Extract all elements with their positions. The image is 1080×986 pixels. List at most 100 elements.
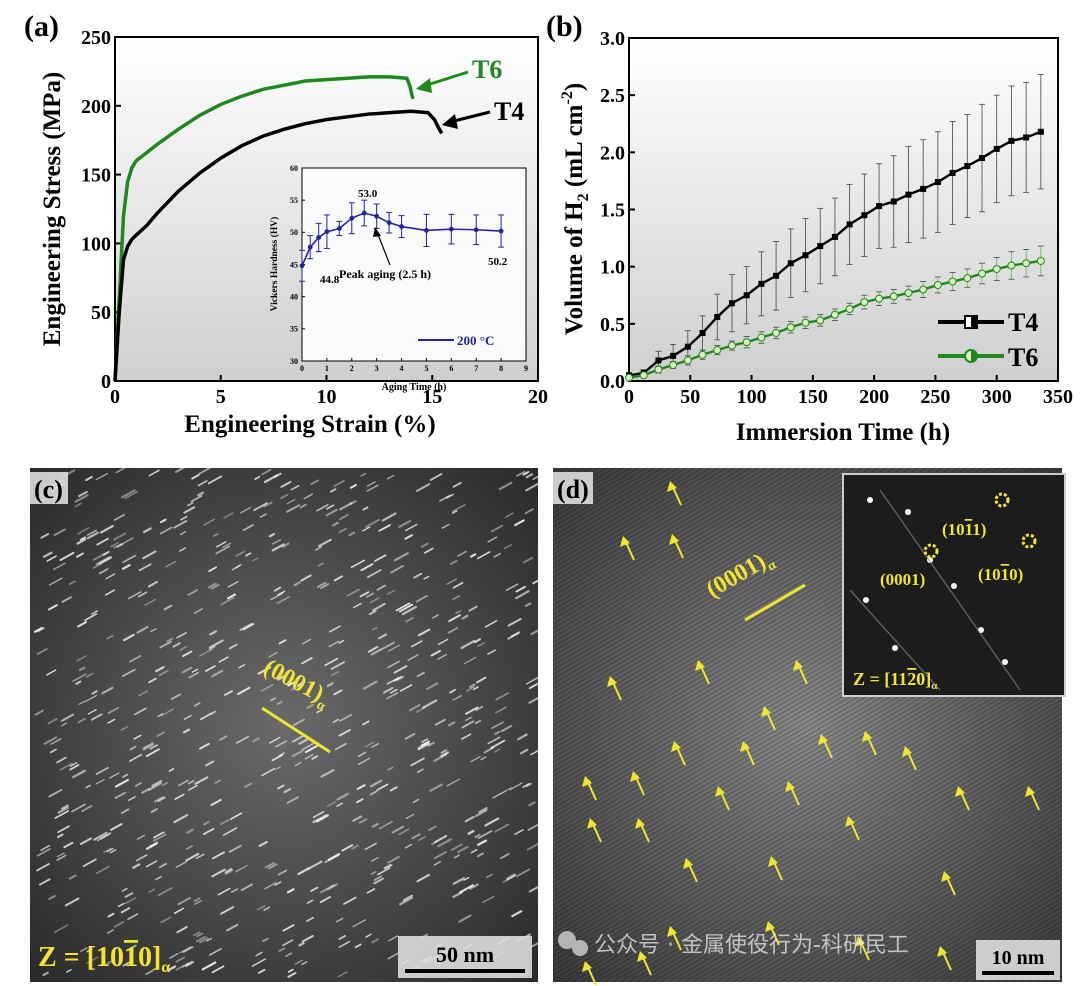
precipitate — [77, 717, 86, 724]
precipitate — [141, 787, 151, 794]
precipitate — [441, 523, 450, 529]
precipitate — [286, 888, 295, 894]
panel-label-c: (c) — [34, 475, 63, 504]
yellow-arrow-head — [902, 746, 912, 757]
precipitate — [359, 818, 368, 824]
precipitate — [276, 595, 290, 605]
precipitate — [195, 853, 205, 860]
precipitate — [76, 552, 84, 558]
precipitate — [474, 719, 482, 725]
precipitate — [391, 825, 405, 834]
precipitate — [506, 873, 516, 879]
precipitate — [474, 809, 488, 818]
precipitate — [105, 960, 113, 966]
marker-T6 — [727, 341, 736, 350]
indexed-spot-marker — [994, 492, 1010, 508]
precipitate — [201, 961, 217, 971]
diffraction-spots — [849, 489, 1037, 691]
x-tick-label: 0 — [300, 364, 304, 373]
series-line-T6 — [113, 75, 415, 382]
streak-line — [879, 489, 1021, 691]
precipitate — [282, 924, 295, 932]
precipitate — [99, 832, 112, 840]
inset-xlabel: Aging Time (h) — [382, 382, 447, 393]
precipitate — [495, 706, 507, 714]
x-tick-label: 20 — [528, 386, 548, 408]
precipitate — [202, 827, 215, 836]
marker-T4 — [979, 155, 986, 162]
precipitate — [173, 814, 189, 824]
precipitate — [95, 472, 108, 481]
precipitate — [255, 951, 263, 957]
zone-axis-c: Z = [1010]α — [38, 942, 170, 976]
precipitate — [79, 666, 86, 672]
precipitate — [207, 475, 223, 485]
precipitate — [387, 952, 399, 960]
precipitate — [388, 935, 399, 942]
precipitate — [430, 649, 441, 657]
precipitate — [154, 796, 164, 803]
precipitate — [387, 864, 394, 869]
precipitate — [277, 784, 285, 790]
marker-T6 — [639, 371, 648, 380]
precipitate — [338, 940, 351, 948]
precipitate — [211, 868, 226, 878]
diffraction-spot — [892, 645, 898, 651]
precipitate — [371, 938, 380, 944]
precipitate — [185, 960, 194, 966]
marker-T4 — [684, 343, 691, 350]
chart-a-xlabel: Engineering Strain (%) — [184, 411, 435, 438]
yellow-arrow-head — [855, 936, 865, 947]
precipitate — [74, 493, 89, 503]
precipitate — [387, 766, 394, 771]
marker-T6 — [654, 365, 663, 374]
precipitate — [393, 552, 409, 562]
precipitate — [383, 863, 392, 870]
precipitate — [366, 888, 376, 894]
precipitate — [179, 531, 187, 536]
precipitate — [494, 823, 510, 833]
precipitate — [451, 510, 458, 514]
precipitate — [287, 680, 298, 687]
precipitate — [445, 493, 454, 499]
precipitate — [317, 562, 324, 567]
precipitate — [210, 583, 220, 590]
precipitate — [519, 748, 529, 755]
precipitate — [372, 626, 378, 631]
precipitate — [181, 666, 193, 674]
precipitate — [102, 551, 110, 556]
precipitate — [426, 682, 439, 691]
precipitate — [113, 514, 125, 521]
precipitate — [209, 630, 217, 636]
precipitate — [466, 686, 475, 692]
x-tick-label: 50 — [680, 386, 700, 408]
precipitate — [325, 508, 338, 517]
precipitate — [404, 733, 416, 740]
streak-line — [849, 589, 941, 691]
precipitate — [124, 491, 139, 500]
precipitate — [446, 578, 457, 585]
precipitate — [142, 744, 155, 751]
precipitate — [455, 610, 462, 615]
precipitate — [142, 550, 157, 560]
precipitate — [129, 654, 142, 663]
precipitate — [292, 718, 305, 727]
precipitate — [428, 825, 437, 832]
precipitate — [506, 874, 517, 881]
scale-bar-c — [405, 969, 525, 973]
precipitate — [120, 726, 128, 731]
precipitate — [316, 581, 327, 588]
precipitate — [145, 860, 158, 868]
precipitate — [72, 673, 87, 682]
precipitate — [143, 527, 152, 534]
precipitate — [277, 673, 288, 681]
precipitate — [302, 638, 312, 645]
precipitate — [525, 473, 534, 479]
precipitate — [40, 844, 51, 851]
precipitate — [156, 731, 165, 737]
precipitate — [215, 541, 227, 548]
precipitate — [389, 786, 398, 792]
precipitate — [366, 484, 379, 492]
x-tick-label: 10 — [317, 386, 337, 408]
precipitate — [157, 887, 173, 897]
